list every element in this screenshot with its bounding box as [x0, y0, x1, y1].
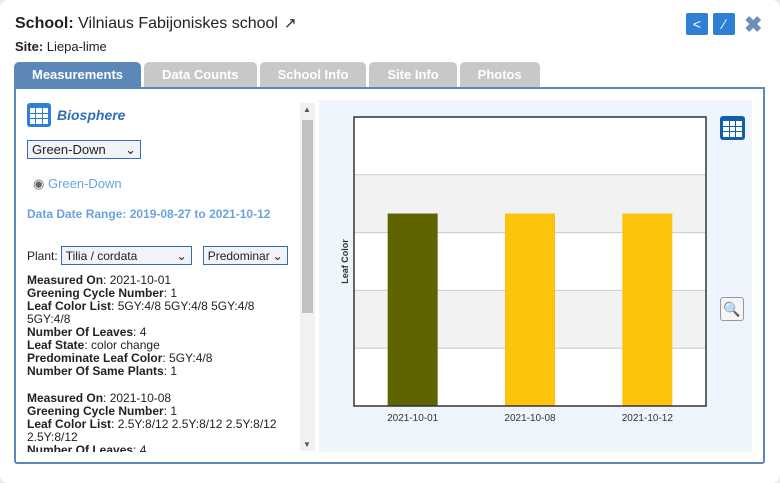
field-value: 1	[170, 286, 178, 300]
field-value: 4	[139, 325, 147, 339]
record-field: Greening Cycle Number: 1	[27, 404, 178, 418]
field-label: Measured On	[27, 273, 104, 287]
record-field: Measured On: 2021-10-01	[27, 273, 172, 287]
field-label: Measured On	[27, 391, 104, 405]
chevron-down-icon: ⌄	[176, 248, 187, 263]
date-range: Data Date Range: 2019-08-27 to 2021-10-1…	[27, 207, 271, 221]
field-label: Greening Cycle Number	[27, 404, 164, 418]
field-value: 2.5Y:8/12 2.5Y:8/12 2.5Y:8/12 2.5Y:8/12	[27, 417, 277, 444]
field-value: 5GY:4/8	[169, 351, 213, 365]
chevron-down-icon: ⌄	[272, 248, 283, 263]
scroll-down-icon[interactable]: ▼	[303, 440, 311, 449]
plant-select[interactable]: Tilia / cordata ⌄	[60, 246, 192, 265]
tab-content	[14, 87, 765, 464]
bar[interactable]	[505, 213, 555, 406]
measurement-record: Measured On: 2021-10-08 Greening Cycle Nu…	[27, 391, 299, 453]
x-tick-label: 2021-10-12	[622, 413, 674, 424]
protocol-select-value: Green-Down	[32, 142, 106, 157]
site-line: Site: Liepa-lime	[15, 39, 107, 54]
field-label: Number Of Leaves	[27, 443, 134, 453]
school-name: Vilniaus Fabijoniskes school	[78, 15, 278, 32]
site-label: Site:	[15, 39, 44, 54]
bar[interactable]	[622, 213, 673, 406]
field-value: 1	[170, 404, 178, 418]
field-label: Number Of Same Plants	[27, 364, 164, 378]
field-label: Predominate Leaf Color	[27, 351, 163, 365]
scroll-thumb[interactable]	[302, 120, 313, 313]
tab-site-info[interactable]: Site Info	[369, 62, 457, 87]
plot-border	[353, 116, 707, 407]
field-value: 4	[139, 443, 147, 453]
record-field: Number Of Leaves: 4	[27, 325, 147, 339]
table-icon	[27, 103, 51, 127]
measurements-panel: Biosphere Green-Down ⌄ ◉ Green-Down Data …	[27, 100, 299, 452]
variable-select[interactable]: Predominar ⌄	[202, 246, 288, 265]
field-label: Leaf Color List	[27, 299, 112, 313]
school-title: School: Vilniaus Fabijoniskes school ↗	[15, 14, 297, 33]
plant-select-value: Tilia / cordata	[65, 248, 138, 263]
tab-measurements[interactable]: Measurements	[14, 62, 142, 87]
record-field: Leaf Color List: 2.5Y:8/12 2.5Y:8/12 2.5…	[27, 417, 277, 444]
field-value: 2021-10-08	[109, 391, 172, 405]
record-field: Measured On: 2021-10-08	[27, 391, 172, 405]
radio-icon: ◉	[33, 176, 45, 191]
chevron-down-icon: ⌄	[125, 141, 136, 157]
record-field: Number Of Same Plants: 1	[27, 364, 178, 378]
bar[interactable]	[387, 213, 438, 406]
record-field: Greening Cycle Number: 1	[27, 286, 178, 300]
external-link-icon[interactable]: ↗	[283, 15, 297, 32]
records-list: Measured On: 2021-10-01 Greening Cycle Nu…	[27, 274, 299, 453]
field-value: 5GY:4/8 5GY:4/8 5GY:4/8 5GY:4/8	[27, 299, 255, 326]
radio-green-down[interactable]: ◉ Green-Down	[33, 176, 299, 192]
protocol-select[interactable]: Green-Down ⌄	[27, 140, 141, 159]
share-icon[interactable]: <	[686, 13, 708, 35]
bar-chart: 2021-10-01 2021-10-08 2021-10-12 Leaf Color	[340, 116, 707, 424]
field-value: color change	[91, 338, 160, 352]
record-field: Predominate Leaf Color: 5GY:4/8	[27, 351, 213, 365]
field-value: 1	[170, 364, 178, 378]
field-label: Number Of Leaves	[27, 325, 134, 339]
plant-label: Plant:	[27, 248, 58, 263]
tab-data-counts[interactable]: Data Counts	[144, 62, 257, 87]
x-tick-label: 2021-10-08	[504, 413, 556, 424]
radio-label: Green-Down	[47, 176, 122, 191]
tab-school-info[interactable]: School Info	[259, 62, 367, 87]
site-name: Liepa-lime	[46, 39, 107, 54]
x-tick-label: 2021-10-01	[387, 413, 439, 424]
school-label: School:	[15, 15, 74, 32]
zoom-in-icon[interactable]: 🔍	[720, 297, 744, 321]
record-field: Leaf Color List: 5GY:4/8 5GY:4/8 5GY:4/8…	[27, 299, 255, 326]
field-label: Leaf State	[27, 338, 85, 352]
field-label: Greening Cycle Number	[27, 286, 164, 300]
variable-select-value: Predominar	[207, 248, 270, 263]
link-icon[interactable]: ∕	[713, 13, 735, 35]
scroll-up-icon[interactable]: ▲	[303, 105, 311, 114]
tab-bar: Measurements Data Counts School Info Sit…	[14, 62, 540, 87]
table-view-icon[interactable]	[720, 116, 745, 140]
record-field: Number Of Leaves: 4	[27, 443, 299, 453]
close-icon[interactable]: ✖	[744, 12, 763, 37]
tab-photos[interactable]: Photos	[459, 62, 540, 87]
protocol-title: Biosphere	[57, 107, 126, 123]
field-value: 2021-10-01	[109, 273, 172, 287]
field-label: Leaf Color List	[27, 417, 112, 431]
y-axis-label: Leaf Color	[340, 239, 350, 284]
record-field: Leaf State: color change	[27, 338, 160, 352]
scrollbar[interactable]: ▲ ▼	[300, 103, 315, 451]
measurement-record: Measured On: 2021-10-01 Greening Cycle Nu…	[27, 274, 299, 378]
